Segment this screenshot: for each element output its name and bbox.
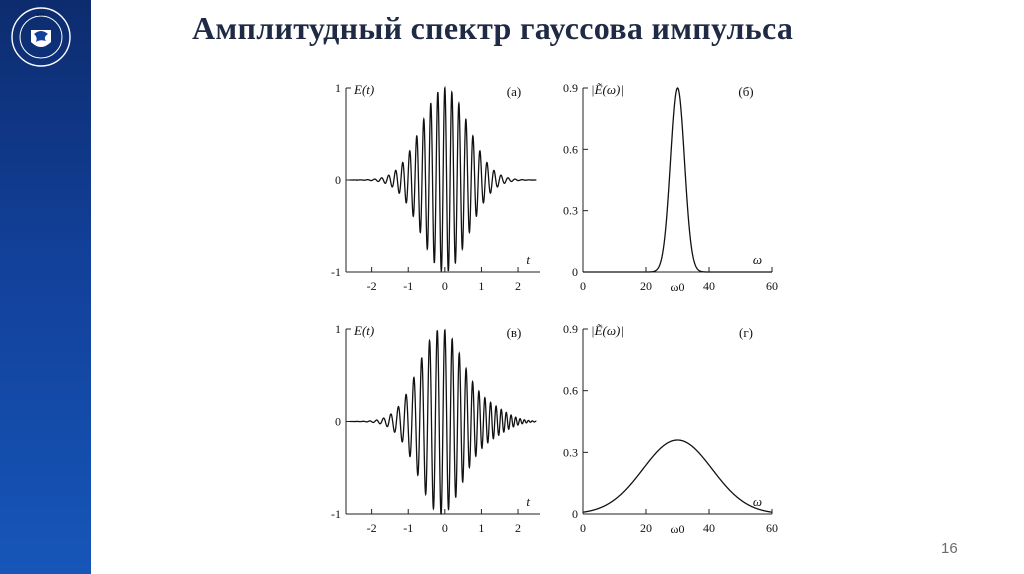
y-axis-label: |Ẽ(ω)| — [591, 323, 624, 338]
panel-label: (а) — [507, 84, 521, 99]
x-axis-label: t — [526, 494, 530, 509]
y-axis-label: |Ẽ(ω)| — [591, 82, 624, 97]
sidebar-band: КФУ — [0, 0, 91, 574]
x-axis-label: ω — [753, 252, 762, 267]
x-tick-label: 20 — [640, 279, 652, 293]
x-tick-label: 40 — [703, 521, 715, 535]
y-tick-label: 0.9 — [563, 322, 578, 336]
y-tick-label: 0 — [335, 415, 341, 429]
page-number: 16 — [941, 540, 958, 557]
y-tick-label: -1 — [331, 265, 341, 279]
logo-text-top: КФУ — [37, 12, 47, 17]
signal-curve — [582, 439, 773, 513]
x-tick-label: 0 — [442, 521, 448, 535]
y-axis-label: E(t) — [353, 323, 374, 338]
x-tick-label: -2 — [367, 521, 377, 535]
x-tick-label: 2 — [515, 521, 521, 535]
page-title: Амплитудный спектр гауссова импульса — [192, 10, 794, 46]
x-tick-label: 1 — [478, 521, 484, 535]
y-tick-label: 0 — [572, 507, 578, 521]
y-tick-label: 0.6 — [563, 142, 578, 156]
x-axis-label: ω — [753, 494, 762, 509]
x-tick-label: 0 — [580, 521, 586, 535]
x-tick-label: 0 — [580, 279, 586, 293]
x-omega0-label: ω0 — [671, 522, 685, 536]
x-tick-label: 1 — [478, 279, 484, 293]
x-tick-label: 40 — [703, 279, 715, 293]
y-tick-label: 0 — [335, 173, 341, 187]
y-tick-label: 0.9 — [563, 81, 578, 95]
signal-curve — [583, 87, 772, 273]
y-tick-label: 1 — [335, 81, 341, 95]
x-omega0-label: ω0 — [671, 280, 685, 294]
y-tick-label: 1 — [335, 322, 341, 336]
y-tick-label: 0.3 — [563, 204, 578, 218]
y-tick-label: 0 — [572, 265, 578, 279]
y-tick-label: 0.6 — [563, 384, 578, 398]
x-axis-label: t — [526, 252, 530, 267]
panel-label: (г) — [739, 325, 753, 340]
y-axis-label: E(t) — [353, 82, 374, 97]
panel-label: (в) — [507, 325, 522, 340]
university-seal-icon: КФУ — [11, 7, 71, 67]
y-tick-label: 0.3 — [563, 445, 578, 459]
x-tick-label: -2 — [367, 279, 377, 293]
x-tick-label: 2 — [515, 279, 521, 293]
x-tick-label: -1 — [403, 279, 413, 293]
y-tick-label: -1 — [331, 507, 341, 521]
x-tick-label: 20 — [640, 521, 652, 535]
signal-curve — [349, 85, 537, 272]
x-tick-label: -1 — [403, 521, 413, 535]
x-tick-label: 60 — [766, 279, 778, 293]
signal-curve — [349, 328, 537, 515]
x-tick-label: 60 — [766, 521, 778, 535]
x-tick-label: 0 — [442, 279, 448, 293]
panel-label: (б) — [738, 84, 753, 99]
